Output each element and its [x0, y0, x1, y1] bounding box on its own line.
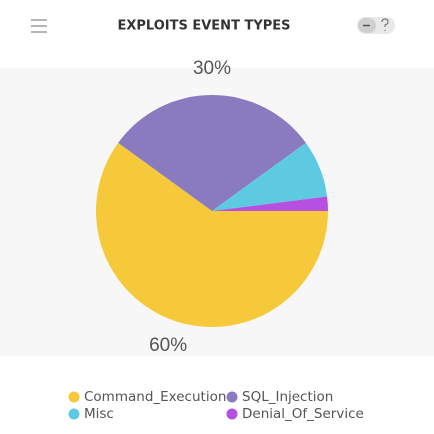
legend-swatch — [226, 391, 238, 403]
pie-slice — [212, 196, 328, 211]
legend-label: Command_Execution — [84, 389, 226, 405]
legend-swatch — [68, 391, 80, 403]
pie-slice — [95, 142, 328, 327]
help-icon — [381, 18, 389, 31]
legend-swatch — [68, 408, 80, 420]
legend-swatch — [226, 408, 238, 420]
data-label: 60% — [149, 335, 187, 356]
chart-title: EXPLOITS EVENT TYPES — [117, 19, 290, 34]
toggle[interactable] — [357, 17, 395, 34]
pie-slice — [212, 142, 328, 211]
data-label: 30% — [193, 58, 231, 79]
menu-icon[interactable] — [31, 19, 47, 33]
legend-label: SQL_Injection — [242, 389, 333, 405]
pie-slice — [118, 94, 306, 211]
legend-label: Denial_Of_Service — [242, 406, 364, 422]
legend-label: Misc — [84, 406, 114, 422]
